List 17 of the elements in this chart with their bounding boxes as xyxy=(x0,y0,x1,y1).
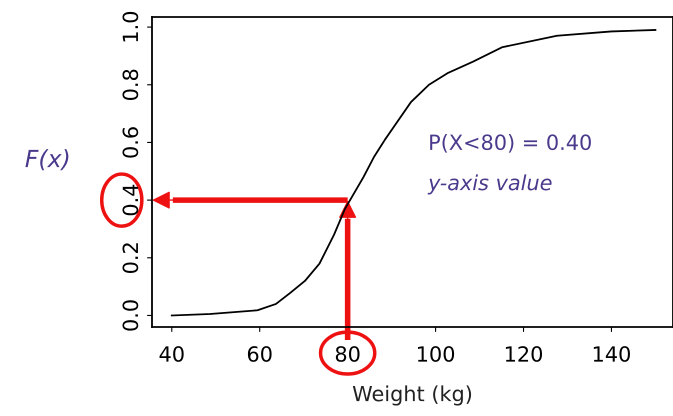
y-tick-label: 0.0 xyxy=(122,300,138,331)
x-tick-label: 100 xyxy=(418,346,454,362)
x-tick-label: 120 xyxy=(506,346,542,362)
annotation: P(X<80) = 0.40 xyxy=(430,134,591,153)
line-series xyxy=(170,29,656,316)
x-tick-label: 60 xyxy=(248,346,272,362)
x-tick-label: 140 xyxy=(594,346,630,362)
x-axis-title: Weight (kg) xyxy=(352,385,472,406)
y-tick-label: 0.6 xyxy=(122,127,138,158)
y-tick-label: 1.0 xyxy=(122,12,138,42)
y-tick-label: 0.8 xyxy=(122,70,138,100)
x-tick-label: 40 xyxy=(160,346,184,362)
y-tick-label: 0.2 xyxy=(122,243,138,273)
y-axis-title: F(x) xyxy=(25,149,68,170)
x-tick-label: 80 xyxy=(336,346,360,362)
annotation: y-axis value xyxy=(428,174,552,194)
y-tick-label: 0.4 xyxy=(122,184,138,216)
